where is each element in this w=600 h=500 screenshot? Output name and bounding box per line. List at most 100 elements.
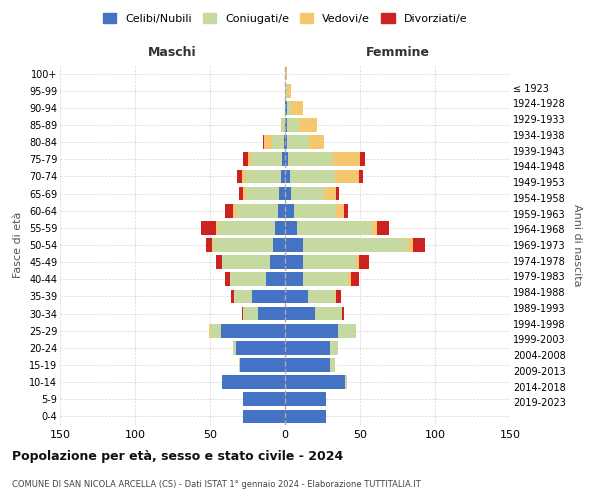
Bar — [239, 358, 240, 372]
Bar — [285, 221, 297, 234]
Bar — [285, 272, 303, 286]
Bar — [324, 186, 336, 200]
Bar — [297, 221, 372, 234]
Bar — [285, 376, 345, 389]
Bar — [336, 186, 339, 200]
Bar — [252, 290, 285, 304]
Bar — [336, 290, 341, 304]
Bar — [284, 136, 285, 149]
Bar — [212, 238, 213, 252]
Bar — [246, 170, 281, 183]
Bar — [285, 256, 303, 269]
Bar — [342, 306, 343, 320]
Text: Popolazione per età, sesso e stato civile - 2024: Popolazione per età, sesso e stato civil… — [12, 450, 343, 463]
Bar — [330, 341, 337, 354]
Bar — [285, 306, 315, 320]
Bar — [330, 358, 335, 372]
Bar — [285, 204, 294, 218]
Bar — [263, 136, 264, 149]
Bar — [372, 221, 377, 234]
Bar — [287, 84, 291, 98]
Bar — [315, 306, 342, 320]
Bar — [291, 186, 324, 200]
Text: COMUNE DI SAN NICOLA ARCELLA (CS) - Dati ISTAT 1° gennaio 2024 - Elaborazione TU: COMUNE DI SAN NICOLA ARCELLA (CS) - Dati… — [12, 480, 421, 489]
Bar — [285, 324, 337, 338]
Bar — [271, 136, 284, 149]
Bar — [243, 410, 285, 424]
Bar — [275, 221, 285, 234]
Bar — [270, 256, 285, 269]
Bar — [225, 204, 233, 218]
Bar — [243, 392, 285, 406]
Bar — [285, 358, 330, 372]
Bar — [299, 118, 317, 132]
Bar — [258, 306, 285, 320]
Bar — [308, 290, 335, 304]
Bar — [281, 170, 285, 183]
Bar — [355, 256, 359, 269]
Bar — [209, 324, 210, 338]
Bar — [303, 238, 408, 252]
Bar — [290, 170, 335, 183]
Bar — [285, 101, 287, 114]
Bar — [287, 118, 299, 132]
Bar — [246, 186, 279, 200]
Legend: Celibi/Nubili, Coniugati/e, Vedovi/e, Divorziati/e: Celibi/Nubili, Coniugati/e, Vedovi/e, Di… — [103, 13, 467, 24]
Bar — [281, 118, 282, 132]
Bar — [252, 152, 282, 166]
Bar — [337, 324, 355, 338]
Bar — [359, 256, 369, 269]
Bar — [237, 170, 241, 183]
Bar — [285, 152, 288, 166]
Bar — [241, 170, 246, 183]
Bar — [265, 272, 285, 286]
Bar — [233, 341, 235, 354]
Bar — [285, 136, 287, 149]
Bar — [221, 324, 285, 338]
Bar — [264, 136, 271, 149]
Bar — [282, 152, 285, 166]
Bar — [303, 272, 348, 286]
Bar — [285, 341, 330, 354]
Bar — [377, 221, 389, 234]
Bar — [216, 256, 222, 269]
Bar — [408, 238, 413, 252]
Bar — [277, 204, 285, 218]
Bar — [210, 324, 221, 338]
Text: Maschi: Maschi — [148, 46, 197, 59]
Bar — [205, 238, 212, 252]
Bar — [218, 221, 275, 234]
Bar — [335, 170, 359, 183]
Bar — [348, 272, 351, 286]
Bar — [359, 170, 363, 183]
Bar — [287, 136, 309, 149]
Bar — [413, 238, 425, 252]
Bar — [231, 290, 234, 304]
Bar — [285, 66, 287, 80]
Bar — [229, 272, 265, 286]
Bar — [233, 204, 235, 218]
Bar — [351, 272, 359, 286]
Bar — [285, 410, 325, 424]
Bar — [241, 306, 243, 320]
Bar — [279, 186, 285, 200]
Bar — [216, 221, 218, 234]
Bar — [285, 290, 308, 304]
Bar — [248, 152, 252, 166]
Bar — [287, 101, 291, 114]
Bar — [294, 204, 336, 218]
Bar — [285, 170, 290, 183]
Y-axis label: Fasce di età: Fasce di età — [13, 212, 23, 278]
Bar — [285, 392, 325, 406]
Bar — [243, 306, 258, 320]
Bar — [333, 152, 360, 166]
Bar — [336, 204, 343, 218]
Bar — [213, 238, 273, 252]
Bar — [239, 186, 243, 200]
Bar — [360, 152, 365, 166]
Bar — [285, 238, 303, 252]
Bar — [273, 238, 285, 252]
Bar — [335, 290, 336, 304]
Bar — [201, 221, 216, 234]
Bar — [309, 136, 324, 149]
